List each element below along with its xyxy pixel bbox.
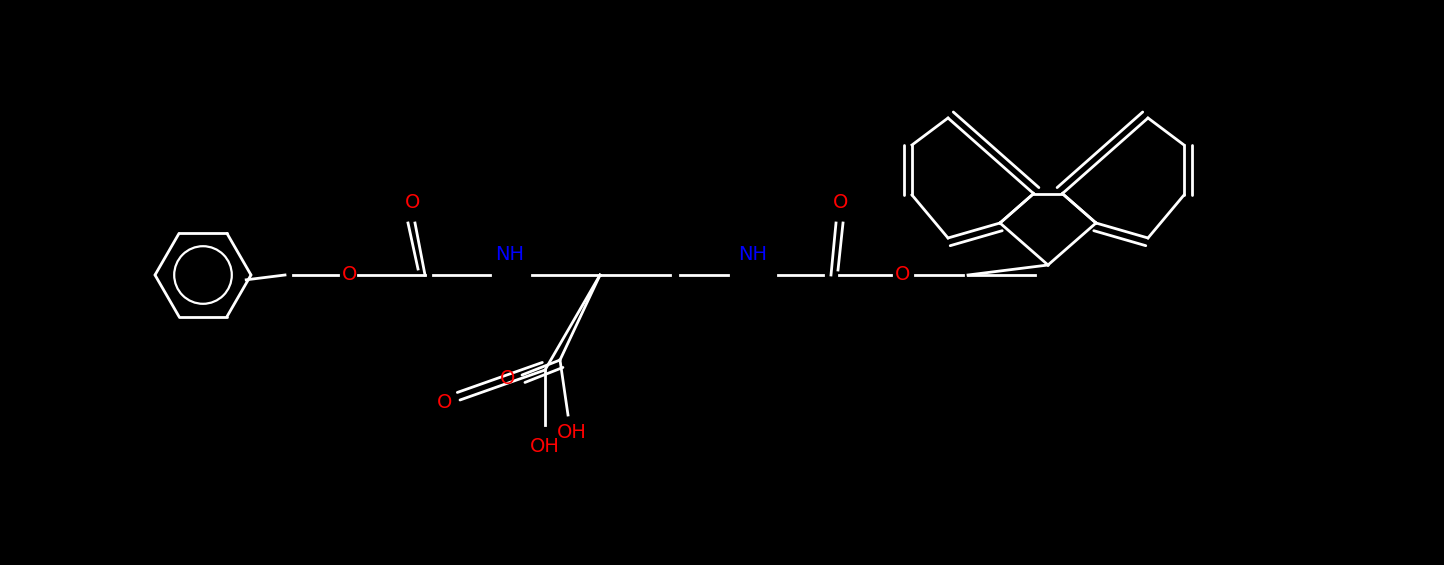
Text: O: O bbox=[406, 193, 420, 211]
Text: NH: NH bbox=[495, 246, 524, 264]
Text: OH: OH bbox=[530, 437, 560, 457]
Text: O: O bbox=[438, 393, 452, 411]
Text: OH: OH bbox=[557, 423, 586, 441]
Text: NH: NH bbox=[738, 246, 768, 264]
Text: O: O bbox=[833, 193, 849, 211]
Text: O: O bbox=[500, 368, 516, 388]
Text: O: O bbox=[342, 266, 358, 285]
Text: O: O bbox=[895, 266, 911, 285]
